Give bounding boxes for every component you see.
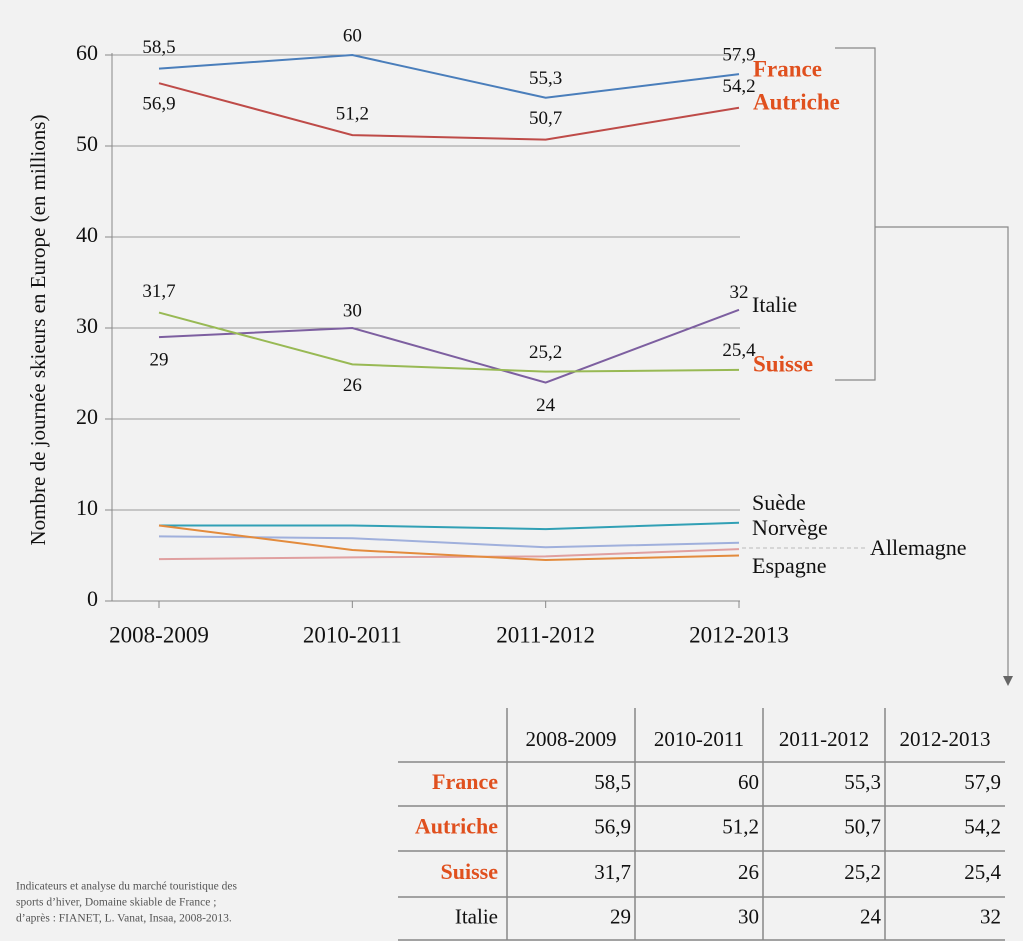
- table-cell: 58,5: [594, 770, 631, 794]
- source-note: Indicateurs et analyse du marché tourist…: [16, 881, 238, 893]
- x-tick-label: 2010-2011: [303, 622, 402, 647]
- series-label: Espagne: [752, 553, 827, 578]
- table-cell: 51,2: [722, 814, 759, 838]
- connector: [875, 226, 1009, 678]
- source-note: d’après : FIANET, L. Vanat, Insaa, 2008-…: [16, 913, 232, 925]
- table-cell: 56,9: [594, 814, 631, 838]
- series-line: [158, 82, 740, 141]
- value-label: 57,9: [722, 44, 755, 65]
- arrow-head: [1003, 676, 1013, 686]
- table-cell: 57,9: [964, 770, 1001, 794]
- value-label: 31,7: [142, 281, 175, 302]
- series-label: Autriche: [753, 89, 840, 114]
- value-label: 32: [730, 282, 749, 303]
- value-label: 29: [150, 349, 169, 370]
- table-header: 2012-2013: [900, 727, 991, 751]
- value-label: 30: [343, 300, 362, 321]
- series-label: France: [753, 56, 822, 81]
- y-tick-label: 60: [76, 40, 98, 65]
- source-note: sports d’hiver, Domaine skiable de Franc…: [16, 897, 216, 909]
- series-label: Suède: [752, 490, 806, 515]
- value-label: 56,9: [142, 94, 175, 115]
- series-line: [158, 524, 740, 562]
- y-tick-label: 40: [76, 222, 98, 247]
- table-cell: 55,3: [844, 770, 881, 794]
- table-cell: 60: [738, 770, 759, 794]
- table-header: 2008-2009: [526, 727, 617, 751]
- y-tick-label: 50: [76, 131, 98, 156]
- series-label: Norvège: [752, 515, 828, 540]
- series-line: [159, 521, 740, 531]
- table-cell: 24: [860, 904, 882, 928]
- series-line: [158, 548, 740, 561]
- x-tick-label: 2011-2012: [496, 622, 595, 647]
- x-tick-label: 2012-2013: [689, 622, 789, 647]
- table-cell: 32: [980, 904, 1001, 928]
- x-tick-label: 2008-2009: [109, 622, 209, 647]
- value-label: 51,2: [336, 103, 369, 124]
- value-label: 55,3: [529, 68, 562, 89]
- y-tick-label: 10: [76, 495, 98, 520]
- table-cell: 30: [738, 904, 759, 928]
- value-label: 25,2: [529, 342, 562, 363]
- y-axis-title: Nombre de journée skieurs en Europe (en …: [26, 115, 50, 546]
- table-cell: 54,2: [964, 814, 1001, 838]
- y-tick-label: 30: [76, 313, 98, 338]
- value-label: 25,4: [722, 340, 756, 361]
- series-line: [158, 53, 740, 99]
- table-row-label: France: [432, 769, 498, 794]
- value-label: 60: [343, 25, 362, 46]
- series-label: Suisse: [753, 351, 813, 376]
- table-cell: 25,2: [844, 860, 881, 884]
- value-label: 54,2: [722, 76, 755, 97]
- value-label: 24: [536, 395, 556, 416]
- table-cell: 31,7: [594, 860, 631, 884]
- table-row-label: Suisse: [441, 859, 499, 884]
- table-cell: 50,7: [844, 814, 881, 838]
- table-cell: 25,4: [964, 860, 1001, 884]
- series-label: Italie: [752, 292, 797, 317]
- series-line: [158, 311, 740, 373]
- bracket: [835, 47, 876, 381]
- table-header: 2011-2012: [779, 727, 869, 751]
- value-label: 26: [343, 375, 362, 396]
- table-header: 2010-2011: [654, 727, 744, 751]
- series-label: Allemagne: [870, 535, 967, 560]
- y-tick-label: 0: [87, 586, 98, 611]
- value-label: 58,5: [142, 37, 175, 58]
- table-row-label: Italie: [455, 904, 498, 928]
- y-tick-label: 20: [76, 404, 98, 429]
- value-label: 50,7: [529, 108, 562, 129]
- table-cell: 26: [738, 860, 759, 884]
- table-cell: 29: [610, 904, 631, 928]
- table-row-label: Autriche: [415, 814, 498, 839]
- series-line: [158, 308, 740, 384]
